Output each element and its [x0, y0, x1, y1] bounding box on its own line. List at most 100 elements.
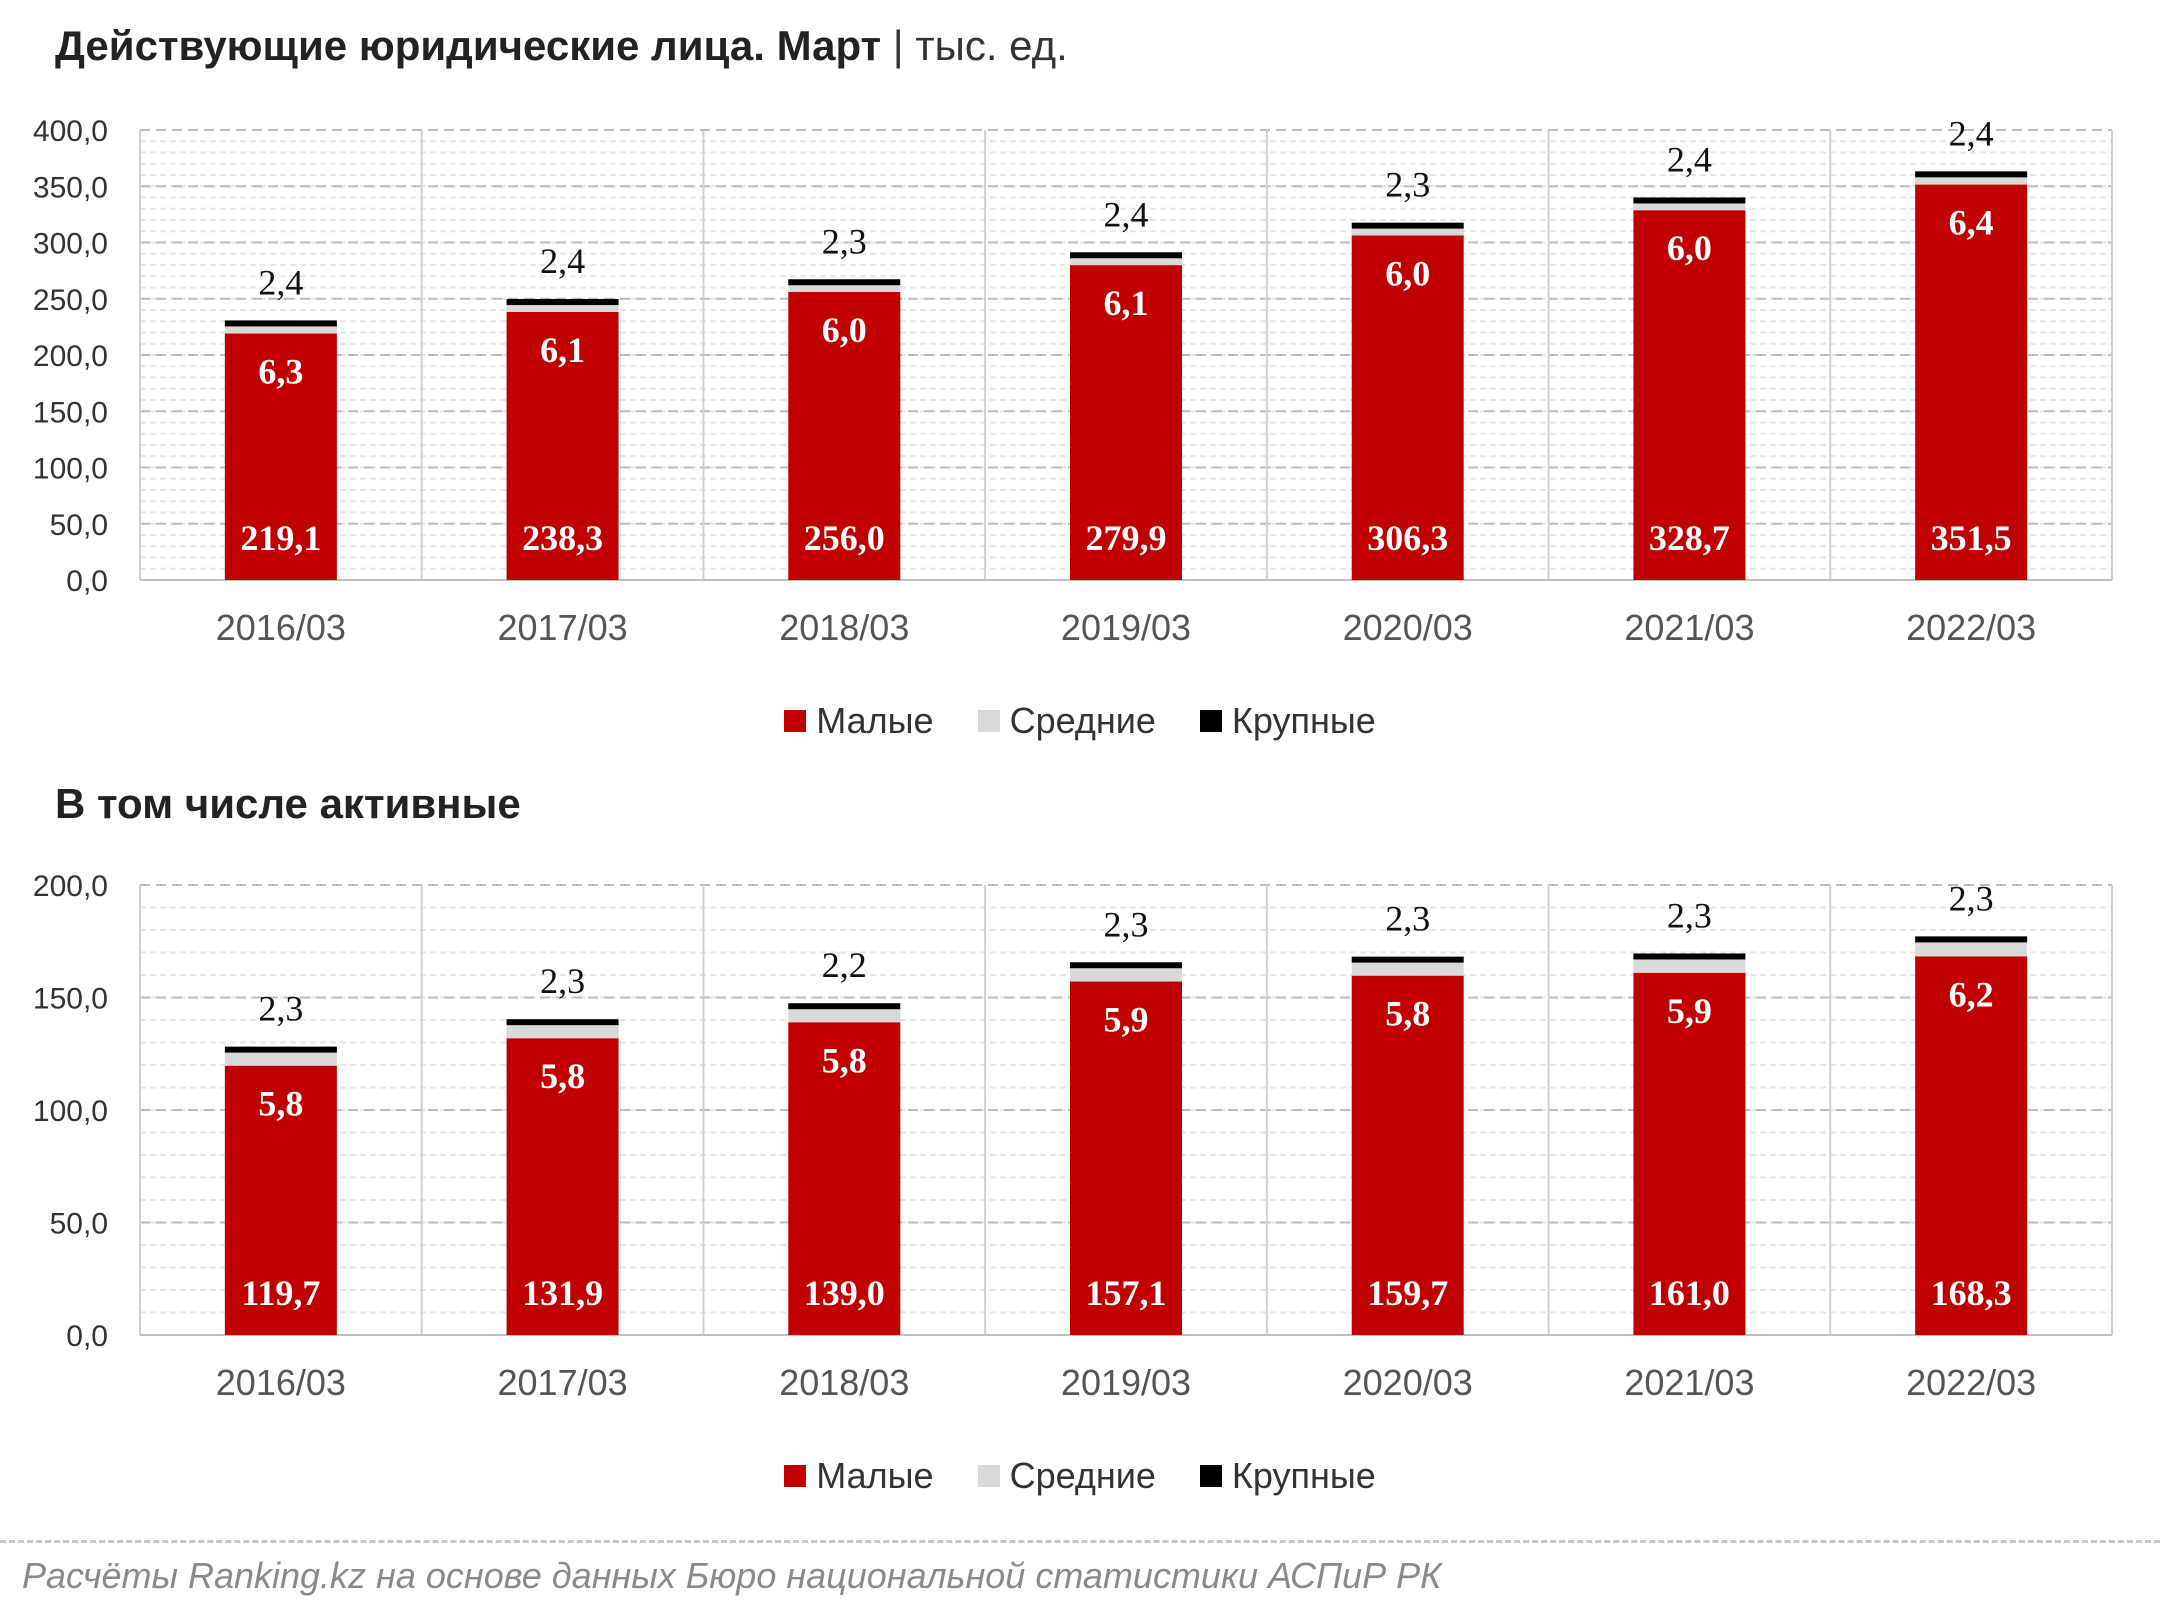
y-tick-label: 150,0 — [33, 983, 108, 1016]
data-label-small: 119,7 — [241, 1273, 320, 1313]
data-label-small: 219,1 — [240, 518, 321, 558]
y-tick-label: 50,0 — [50, 509, 108, 542]
data-label-large: 2,3 — [258, 989, 303, 1029]
chart-legal-entities: Действующие юридические лица. Март | тыс… — [0, 0, 2160, 760]
bar-segment-small — [1915, 956, 2028, 1335]
data-label-small: 328,7 — [1649, 518, 1730, 558]
x-tick-label: 2020/03 — [1343, 607, 1473, 648]
y-tick-label: 200,0 — [33, 870, 108, 903]
legend-item-small: Малые — [784, 1455, 934, 1497]
data-label-large: 2,3 — [1385, 165, 1430, 205]
bar-segment-small — [1070, 981, 1182, 1335]
data-label-small: 159,7 — [1367, 1273, 1448, 1313]
bar-segment-small — [506, 1038, 619, 1335]
y-tick-label: 50,0 — [50, 1208, 108, 1241]
data-label-medium: 6,1 — [1104, 283, 1149, 323]
bar-segment-small — [1351, 235, 1464, 580]
data-label-medium: 6,4 — [1949, 203, 1994, 243]
chart-legend: Малые Средние Крупные — [0, 1455, 2160, 1497]
data-label-medium: 6,0 — [1667, 228, 1712, 268]
data-label-small: 157,1 — [1086, 1273, 1167, 1313]
bar-segment-large — [1351, 222, 1464, 229]
y-tick-label: 200,0 — [33, 340, 108, 373]
data-label-medium: 6,1 — [540, 330, 585, 370]
data-label-small: 139,0 — [804, 1273, 885, 1313]
data-label-small: 238,3 — [522, 518, 603, 558]
bar-segment-medium — [1351, 962, 1464, 976]
x-tick-label: 2021/03 — [1624, 1362, 1754, 1403]
bar-segment-medium — [224, 1052, 337, 1066]
bar-segment-small — [506, 311, 619, 580]
legend-swatch-small — [784, 1465, 807, 1487]
chart-unit: тыс. ед. — [915, 22, 1068, 69]
chart-active-entities: В том числе активные 0,0 50,0 100,0 150,0 20… — [0, 760, 2160, 1520]
x-tick-label: 2022/03 — [1906, 1362, 2036, 1403]
data-label-large: 2,3 — [1385, 899, 1430, 939]
bar-segment-medium — [788, 285, 901, 292]
data-label-medium: 6,0 — [1385, 253, 1430, 293]
legend-item-large: Крупные — [1199, 700, 1376, 742]
legend-label-medium: Средние — [1009, 1455, 1156, 1496]
y-tick-label: 150,0 — [33, 396, 108, 429]
bar-segment-large — [1915, 171, 2028, 178]
bar-segment-medium — [506, 305, 619, 312]
legend-item-small: Малые — [784, 700, 934, 742]
legend-swatch-large — [1199, 710, 1222, 732]
bar-segment-small — [1915, 184, 2028, 580]
bar-segment-large — [788, 1003, 901, 1010]
bar-segment-small — [788, 1022, 901, 1335]
bar-segment-medium — [1633, 203, 1746, 211]
data-label-large: 2,4 — [258, 262, 303, 302]
data-label-small: 168,3 — [1931, 1273, 2012, 1313]
x-tick-label: 2016/03 — [216, 607, 346, 648]
data-label-small: 161,0 — [1649, 1273, 1730, 1313]
data-label-medium: 5,9 — [1667, 991, 1712, 1031]
bar-segment-medium — [1915, 942, 2028, 957]
bar-segment-large — [1351, 956, 1464, 963]
bar-segment-large — [506, 299, 619, 306]
y-tick-label: 300,0 — [33, 228, 108, 261]
bar-segment-small — [1633, 210, 1746, 580]
title-separator: | — [892, 22, 904, 69]
chart-title: Действующие юридические лица. Март | тыс… — [55, 22, 1068, 69]
bar-segment-small — [1070, 265, 1182, 580]
chart-plot: 0,0 50,0 100,0 150,0 200,0 250,0 300,0 350,0 400… — [33, 113, 2113, 648]
data-label-large: 2,3 — [1104, 904, 1149, 944]
bar-segment-medium — [224, 326, 337, 334]
footer-divider — [0, 1540, 2160, 1543]
data-label-large: 2,3 — [1667, 895, 1712, 935]
bar-segment-large — [1633, 953, 1746, 960]
data-label-small: 131,9 — [522, 1273, 603, 1313]
legend-item-large: Крупные — [1199, 1455, 1376, 1497]
legend-label-large: Крупные — [1231, 700, 1376, 741]
legend-label-large: Крупные — [1231, 1455, 1376, 1496]
data-label-large: 2,4 — [1667, 139, 1712, 179]
bar-segment-small — [788, 292, 901, 580]
bar-segment-large — [506, 1019, 619, 1026]
x-tick-label: 2019/03 — [1061, 607, 1191, 648]
bar-segment-large — [1070, 252, 1182, 259]
bar-segment-medium — [1070, 968, 1182, 982]
chart-plot: 0,0 50,0 100,0 150,0 200,0 119,7 5,8 2,3 2016/03… — [33, 870, 2113, 1403]
legend-swatch-small — [784, 710, 807, 732]
data-label-medium: 5,8 — [822, 1040, 867, 1080]
bar-segment-small — [1351, 975, 1464, 1335]
y-tick-label: 400,0 — [33, 115, 108, 148]
bar-segment-medium — [788, 1009, 901, 1023]
chart-title: В том числе активные — [55, 780, 521, 827]
x-tick-label: 2021/03 — [1624, 607, 1754, 648]
data-label-medium: 6,3 — [258, 352, 303, 392]
bar-segment-large — [224, 320, 337, 327]
chart-legend: Малые Средние Крупные — [0, 700, 2160, 742]
legend-swatch-medium — [977, 710, 1000, 732]
data-label-large: 2,4 — [1949, 113, 1994, 153]
x-tick-label: 2019/03 — [1061, 1362, 1191, 1403]
data-label-medium: 5,8 — [1385, 994, 1430, 1034]
data-label-medium: 6,2 — [1949, 974, 1994, 1014]
legend-item-medium: Средние — [977, 1455, 1156, 1497]
y-tick-label: 350,0 — [33, 171, 108, 204]
bar-segment-medium — [1915, 177, 2028, 185]
bar-segment-large — [788, 279, 901, 286]
data-label-medium: 5,8 — [258, 1084, 303, 1124]
y-tick-label: 100,0 — [33, 453, 108, 486]
